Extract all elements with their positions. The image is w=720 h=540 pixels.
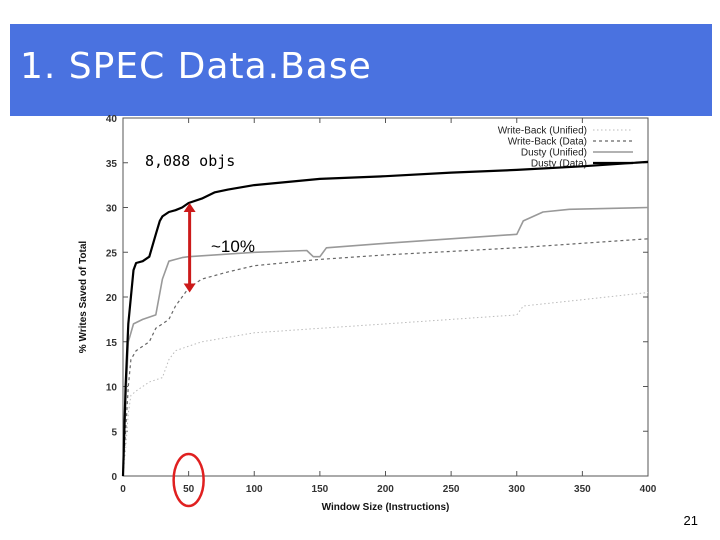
series-line-dusty-unified [122, 206, 649, 477]
legend-label: Dusty (Data) [531, 159, 587, 170]
series-line-write-back-data [122, 238, 649, 477]
y-axis-title: % Writes Saved of Total [78, 241, 89, 354]
delta-arrow-head-top [183, 203, 196, 213]
x-axis-title: Window Size (Instructions) [322, 502, 450, 513]
y-tick-label: 0 [111, 472, 117, 483]
series-line-dusty-data [121, 160, 649, 477]
legend-label: Dusty (Unified) [521, 148, 587, 159]
x-tick-label: 0 [120, 484, 126, 495]
page-number: 21 [683, 513, 698, 528]
y-tick-label: 5 [111, 427, 117, 438]
delta-annotation: ~10% [211, 237, 255, 256]
y-tick-label: 20 [106, 293, 118, 304]
delta-arrow-head-bottom [183, 283, 196, 293]
x-tick-label: 100 [246, 484, 263, 495]
y-tick-label: 40 [106, 114, 118, 125]
y-tick-label: 35 [106, 159, 118, 170]
highlight-circle [172, 452, 205, 508]
legend-label: Write-Back (Unified) [498, 126, 587, 137]
y-tick-label: 15 [106, 338, 118, 349]
x-tick-label: 50 [183, 484, 195, 495]
plot-frame [122, 117, 649, 477]
x-tick-label: 300 [508, 484, 525, 495]
y-tick-label: 25 [106, 248, 118, 259]
legend-label: Write-Back (Data) [508, 137, 587, 148]
y-tick-label: 10 [106, 383, 118, 394]
x-tick-label: 150 [312, 484, 329, 495]
x-tick-label: 250 [443, 484, 460, 495]
y-tick-label: 30 [106, 204, 118, 215]
title-bar [10, 24, 712, 116]
series-line-write-back-unified [122, 292, 649, 477]
x-tick-label: 350 [574, 484, 591, 495]
x-tick-label: 400 [640, 484, 657, 495]
x-tick-label: 200 [377, 484, 394, 495]
slide-title: 1. SPEC Data.Base [20, 46, 372, 87]
objs-annotation: 8,088 objs [145, 152, 235, 170]
